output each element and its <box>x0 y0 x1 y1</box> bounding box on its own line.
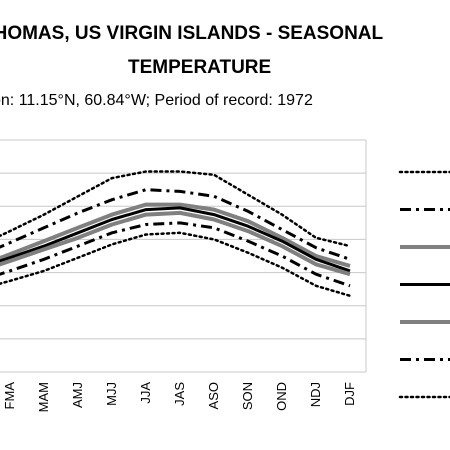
x-tick-label: JAS <box>172 382 187 406</box>
chart-title-line-1: THOMAS, US VIRGIN ISLANDS - SEASONAL <box>0 23 384 44</box>
series-line-6 <box>0 221 351 288</box>
chart-title-line-2: TEMPERATURE <box>128 57 272 78</box>
x-tick-label: OND <box>274 382 289 411</box>
x-tick-label: SON <box>240 382 255 410</box>
x-tick-label: MAM <box>36 382 51 412</box>
series-line-7 <box>0 231 352 298</box>
x-tick-labels: FMA MAM AMJ MJJ JJA JAS ASO SON OND NDJ DJF <box>2 382 357 413</box>
x-tick-label: AMJ <box>70 382 85 408</box>
x-tick-label: DJF <box>342 382 357 406</box>
series-line-5 <box>0 210 351 277</box>
series-line-3 <box>0 202 351 268</box>
legend <box>398 170 450 399</box>
series-line-2 <box>0 188 351 261</box>
x-tick-label: FMA <box>2 382 17 410</box>
x-tick-label: ASO <box>206 382 221 409</box>
chart-subtitle: on: 11.15°N, 60.84°W; Period of record: … <box>0 92 313 109</box>
x-tick-label: MJJ <box>104 382 119 406</box>
x-tick-label: NDJ <box>308 382 323 407</box>
series-line-4 <box>0 206 351 273</box>
series-lines <box>0 170 352 298</box>
series-line-1 <box>0 170 352 248</box>
x-tick-label: JJA <box>138 382 153 404</box>
